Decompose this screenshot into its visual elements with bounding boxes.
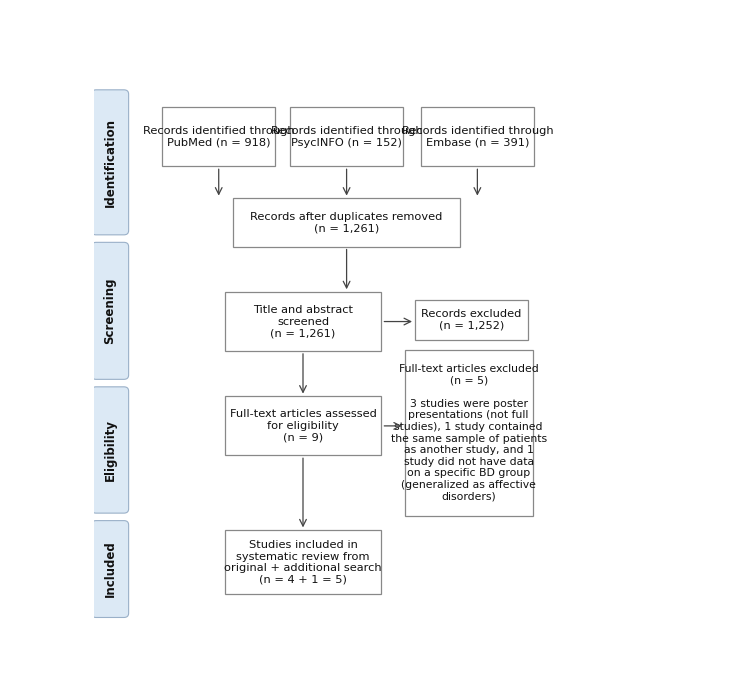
Text: Title and abstract
screened
(n = 1,261): Title and abstract screened (n = 1,261) [253,305,353,338]
Bar [421,108,534,166]
Bar [224,396,382,455]
FancyBboxPatch shape [92,90,129,235]
Bar [224,292,382,351]
Bar [415,300,528,340]
FancyBboxPatch shape [92,521,129,617]
Text: Records identified through
Embase (n = 391): Records identified through Embase (n = 3… [401,126,554,148]
Text: Included: Included [104,541,116,598]
Bar [224,530,382,594]
FancyBboxPatch shape [92,243,129,379]
Text: Records excluded
(n = 1,252): Records excluded (n = 1,252) [422,309,522,331]
Text: Studies included in
systematic review from
original + additional search
(n = 4 +: Studies included in systematic review fr… [224,540,382,584]
Text: Records identified through
PubMed (n = 918): Records identified through PubMed (n = 9… [143,126,295,148]
Bar [233,199,460,247]
Text: Screening: Screening [104,277,116,344]
Text: Records after duplicates removed
(n = 1,261): Records after duplicates removed (n = 1,… [251,212,442,234]
Bar [405,350,532,516]
Text: Eligibility: Eligibility [104,419,116,481]
Bar [290,108,404,166]
Text: Identification: Identification [104,118,116,207]
FancyBboxPatch shape [92,387,129,513]
Text: Full-text articles excluded
(n = 5)

3 studies were poster
presentations (not fu: Full-text articles excluded (n = 5) 3 st… [391,364,547,502]
Text: Full-text articles assessed
for eligibility
(n = 9): Full-text articles assessed for eligibil… [230,409,376,443]
Bar [162,108,275,166]
Text: Records identified through
PsycINFO (n = 152): Records identified through PsycINFO (n =… [271,126,422,148]
